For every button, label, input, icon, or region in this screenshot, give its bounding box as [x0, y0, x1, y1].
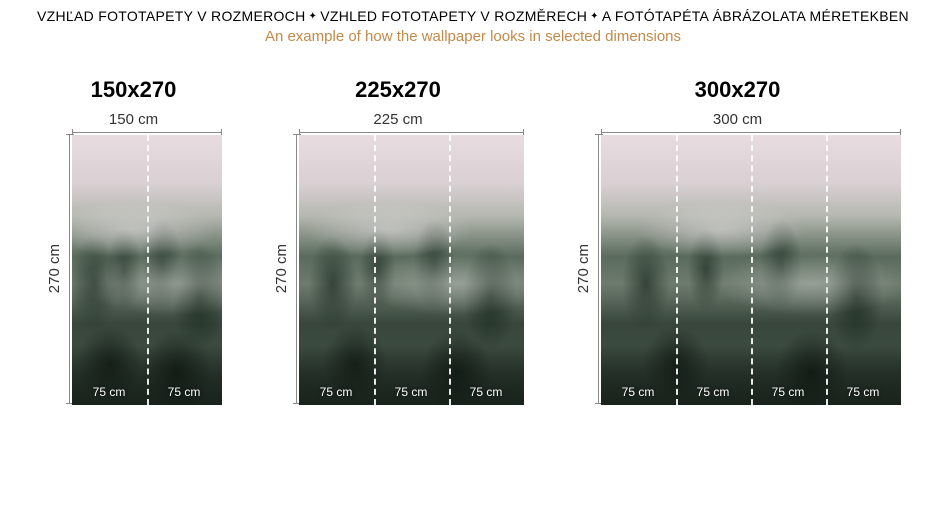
content-row: 270 cm 75 cm 75 cm 75 cm	[273, 132, 524, 405]
content-row: 270 cm 75 cm 75 cm 75 cm 75 cm	[575, 132, 901, 405]
width-rule	[601, 132, 901, 133]
width-rule	[72, 132, 222, 133]
height-label: 270 cm	[273, 244, 290, 293]
sparkle-icon: ✦	[309, 11, 318, 22]
size-title: 300x270	[575, 77, 901, 103]
wallpaper-preview: 75 cm 75 cm	[72, 135, 222, 405]
width-label: 300 cm	[575, 111, 901, 128]
segment-label: 75 cm	[470, 385, 503, 399]
height-label: 270 cm	[46, 244, 63, 293]
panel-divider	[826, 135, 828, 405]
segment-label: 75 cm	[697, 385, 730, 399]
panel-divider	[751, 135, 753, 405]
segment-label: 75 cm	[847, 385, 880, 399]
segment-label: 75 cm	[93, 385, 126, 399]
height-label: 270 cm	[575, 244, 592, 293]
height-rule	[598, 134, 599, 404]
size-panel: 150x270 150 cm 270 cm 75 cm 75 cm	[46, 77, 222, 405]
sparkle-icon: ✦	[590, 11, 599, 22]
diagram-wrap: 75 cm 75 cm	[72, 132, 222, 405]
segment-label: 75 cm	[168, 385, 201, 399]
header-multilang: VZHĽAD FOTOTAPETY V ROZMEROCH ✦ VZHLED F…	[0, 8, 946, 24]
panel-divider	[676, 135, 678, 405]
segment-label: 75 cm	[772, 385, 805, 399]
segment-label: 75 cm	[320, 385, 353, 399]
width-label: 225 cm	[273, 111, 524, 128]
width-label: 150 cm	[46, 111, 222, 128]
width-rule	[299, 132, 524, 133]
height-rule	[69, 134, 70, 404]
content-row: 270 cm 75 cm 75 cm	[46, 132, 222, 405]
header-lang-hu: A FOTÓTAPÉTA ÁBRÁZOLATA MÉRETEKBEN	[602, 8, 909, 24]
header-lang-cz: VZHLED FOTOTAPETY V ROZMĚRECH	[320, 8, 587, 24]
wallpaper-preview: 75 cm 75 cm 75 cm 75 cm	[601, 135, 901, 405]
wallpaper-preview: 75 cm 75 cm 75 cm	[299, 135, 524, 405]
header-subtitle: An example of how the wallpaper looks in…	[0, 28, 946, 45]
diagram-wrap: 75 cm 75 cm 75 cm 75 cm	[601, 132, 901, 405]
size-panel: 225x270 225 cm 270 cm 75 cm 75 cm 75 cm	[273, 77, 524, 405]
panels-row: 150x270 150 cm 270 cm 75 cm 75 cm 225x270 225 …	[0, 77, 946, 405]
header: VZHĽAD FOTOTAPETY V ROZMEROCH ✦ VZHLED F…	[0, 0, 946, 45]
segment-label: 75 cm	[622, 385, 655, 399]
header-lang-sk: VZHĽAD FOTOTAPETY V ROZMEROCH	[37, 8, 306, 24]
segment-label: 75 cm	[395, 385, 428, 399]
panel-divider	[449, 135, 451, 405]
size-title: 225x270	[273, 77, 524, 103]
diagram-wrap: 75 cm 75 cm 75 cm	[299, 132, 524, 405]
panel-divider	[147, 135, 149, 405]
size-title: 150x270	[46, 77, 222, 103]
size-panel: 300x270 300 cm 270 cm 75 cm 75 cm 75 cm 75 cm	[575, 77, 901, 405]
panel-divider	[374, 135, 376, 405]
height-rule	[296, 134, 297, 404]
